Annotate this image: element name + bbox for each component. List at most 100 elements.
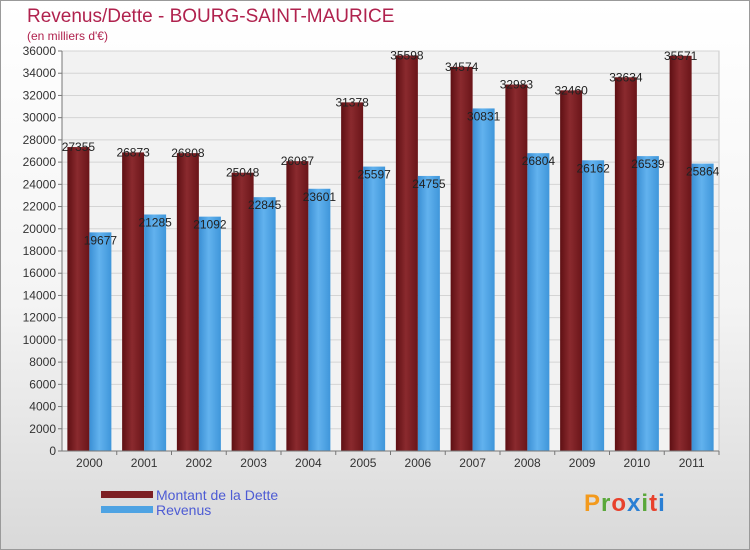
logo-letter: P [584,490,602,517]
labels-layer: 27355 19677 26873 21285 26808 21092 25048 22845… [62,48,720,247]
data-label-dette-2000: 27355 [62,140,96,154]
y-tick-label: 32000 [23,88,57,102]
y-tick-label: 20000 [23,222,57,236]
x-tick-label: 2009 [569,456,596,470]
data-label-revenus-2011: 25864 [686,165,720,179]
bar-revenus-2005 [363,166,386,452]
data-label-dette-2009: 32460 [554,83,588,97]
legend-swatch-revenus [101,506,153,513]
proxiti-logo: Proxiti [584,490,666,518]
x-tick-label: 2007 [459,456,486,470]
bar-dette-2002 [176,153,199,451]
x-tick-label: 2004 [295,456,322,470]
legend-label-dette: Montant de la Dette [156,486,279,503]
data-label-revenus-2000: 19677 [84,233,118,247]
bar-dette-2001 [122,152,145,451]
data-label-revenus-2008: 26804 [522,154,556,168]
bar-dette-2004 [286,161,309,451]
x-tick-label: 2001 [131,456,158,470]
bar-dette-2007 [450,66,473,451]
data-label-revenus-2001: 21285 [138,216,172,230]
bar-revenus-2010 [636,156,659,451]
bar-revenus-2001 [144,214,167,451]
bar-dette-2000 [67,147,90,452]
bar-dette-2006 [395,55,418,451]
data-label-revenus-2007: 30831 [467,109,501,123]
bar-revenus-2002 [198,216,221,451]
y-tick-label: 12000 [23,311,57,325]
bars-layer [67,55,714,452]
bar-dette-2011 [669,55,692,452]
axis-layer: 0 2000 4000 6000 8000 10000 12000 14000 16000 180… [23,44,720,470]
x-tick-label: 2005 [350,456,377,470]
legend-label-revenus: Revenus [156,501,212,518]
y-tick-label: 0 [49,444,56,458]
chart-title: Revenus/Dette - BOURG-SAINT-MAURICE [27,6,395,27]
legend-swatch-dette [101,491,153,498]
bar-dette-2010 [614,77,637,452]
bar-revenus-2006 [417,175,440,451]
data-label-revenus-2002: 21092 [193,218,227,232]
logo-letter: i [658,490,666,517]
x-tick-label: 2000 [76,456,103,470]
y-tick-label: 6000 [29,377,56,391]
y-tick-label: 10000 [23,333,57,347]
x-tick-label: 2010 [624,456,651,470]
bar-revenus-2003 [253,197,276,451]
logo-letter: t [649,490,659,517]
data-label-dette-2004: 26087 [281,154,315,168]
data-label-dette-2008: 32983 [500,78,534,92]
chart-subtitle: (en milliers d'€) [27,29,108,43]
data-label-revenus-2004: 23601 [303,190,337,204]
bar-dette-2009 [560,90,583,451]
y-tick-label: 24000 [23,177,57,191]
y-tick-label: 16000 [23,266,57,280]
bar-revenus-2000 [89,232,112,451]
data-label-revenus-2009: 26162 [576,161,610,175]
y-tick-label: 28000 [23,133,57,147]
bar-revenus-2004 [308,188,331,451]
logo-letter: i [641,490,650,517]
legend-item-dette: Montant de la Dette [101,486,279,503]
data-label-dette-2003: 25048 [226,166,260,180]
data-label-dette-2006: 35598 [390,48,424,62]
legend: Montant de la Dette Revenus [101,486,279,518]
logo-letter: x [627,490,642,517]
y-tick-label: 4000 [29,400,56,414]
x-tick-label: 2008 [514,456,541,470]
y-tick-label: 34000 [23,66,57,80]
data-label-dette-2001: 26873 [116,145,150,159]
x-tick-label: 2006 [405,456,432,470]
y-tick-label: 30000 [23,111,57,125]
bar-revenus-2009 [582,160,605,452]
data-label-dette-2010: 33634 [609,70,643,84]
x-tick-label: 2003 [240,456,267,470]
data-label-dette-2007: 34574 [445,60,479,74]
y-tick-label: 36000 [23,44,57,58]
bar-dette-2008 [505,84,528,452]
y-tick-label: 14000 [23,288,57,302]
y-tick-label: 2000 [29,422,56,436]
data-label-revenus-2010: 26539 [631,157,665,171]
bar-revenus-2008 [527,153,550,451]
data-label-revenus-2005: 25597 [357,168,391,182]
x-tick-label: 2011 [679,456,705,470]
data-label-dette-2005: 31378 [335,95,369,109]
grid-layer [61,50,720,452]
bar-dette-2003 [231,172,254,451]
logo-letter: o [611,490,628,517]
y-tick-label: 22000 [23,200,57,214]
y-tick-label: 8000 [29,355,56,369]
data-label-revenus-2003: 22845 [248,198,282,212]
logo-letter: r [601,490,612,517]
x-tick-label: 2002 [186,456,213,470]
bar-chart: 27355 19677 26873 21285 26808 21092 25048 22845… [23,44,720,470]
y-tick-label: 18000 [23,244,57,258]
data-label-revenus-2006: 24755 [412,177,446,191]
bar-revenus-2007 [472,108,495,451]
bar-revenus-2011 [691,163,714,451]
legend-item-revenus: Revenus [101,501,278,518]
data-label-dette-2011: 35571 [664,49,698,63]
data-label-dette-2002: 26808 [171,146,205,160]
